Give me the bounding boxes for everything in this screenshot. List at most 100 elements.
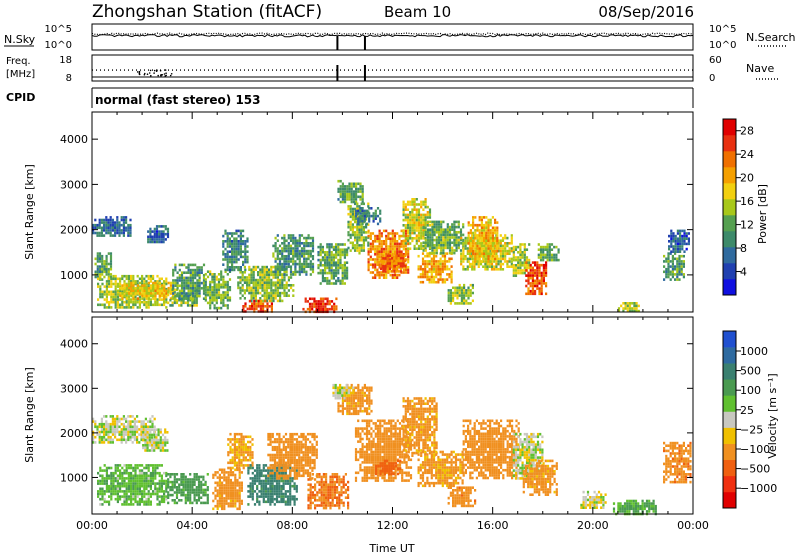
- heat-cell: [411, 224, 414, 227]
- heat-cell: [493, 242, 496, 245]
- heat-cell: [158, 484, 161, 488]
- heat-cell: [447, 296, 450, 300]
- heat-cell: [432, 267, 436, 271]
- heat-cell: [229, 497, 232, 500]
- heat-cell: [204, 488, 207, 492]
- heat-cell: [287, 276, 290, 279]
- heat-cell: [311, 239, 315, 242]
- heat-cell: [429, 220, 432, 224]
- heat-cell: [435, 220, 438, 224]
- heat-cell: [206, 288, 210, 292]
- heat-cell: [109, 221, 112, 224]
- heat-cell: [105, 433, 108, 436]
- heat-cell: [389, 232, 392, 235]
- heat-cell: [359, 198, 362, 201]
- heat-cell: [276, 294, 279, 297]
- heat-cell: [276, 281, 279, 284]
- heat-cell: [232, 502, 235, 505]
- heat-cell: [380, 245, 383, 248]
- heat-cell: [480, 255, 483, 258]
- heat-cell: [223, 473, 226, 477]
- heat-cell: [272, 252, 275, 255]
- heat-cell: [139, 289, 142, 293]
- heat-cell: [163, 284, 166, 287]
- heat-cell: [442, 241, 445, 244]
- heat-cell: [235, 229, 238, 233]
- heat-cell: [107, 273, 110, 276]
- heat-cell: [159, 446, 162, 450]
- heat-cell: [667, 267, 670, 271]
- heat-cell: [183, 281, 186, 285]
- heat-cell: [139, 281, 142, 285]
- heat-cell: [435, 246, 438, 250]
- heat-cell: [435, 251, 438, 255]
- heat-cell: [184, 496, 187, 499]
- heat-cell: [252, 276, 255, 279]
- heat-cell: [235, 232, 238, 235]
- heat-cell: [134, 298, 137, 301]
- heat-cell: [152, 474, 155, 478]
- heat-cell: [446, 244, 449, 247]
- heat-cell: [156, 303, 159, 307]
- heat-cell: [140, 435, 143, 439]
- heat-cell: [149, 430, 152, 434]
- heat-cell: [384, 270, 387, 273]
- heat-cell: [426, 241, 430, 244]
- heat-cell: [99, 274, 102, 278]
- heat-cell: [351, 231, 354, 234]
- heat-cell: [103, 425, 106, 429]
- heat-cell: [193, 304, 196, 307]
- heat-cell: [246, 286, 249, 290]
- heat-cell: [160, 464, 163, 467]
- heat-cell: [213, 299, 216, 302]
- heat-cell: [348, 192, 351, 196]
- heat-cell: [303, 252, 306, 255]
- heat-cell: [211, 291, 214, 294]
- heat-cell: [246, 281, 249, 284]
- heat-cell: [519, 258, 522, 262]
- heat-cell: [141, 274, 144, 278]
- heat-cell: [130, 292, 133, 295]
- heat-cell: [227, 461, 230, 465]
- heat-cell: [453, 231, 456, 234]
- heat-cell: [98, 254, 102, 258]
- heat-cell: [346, 269, 349, 272]
- heat-cell: [110, 466, 113, 470]
- heat-cell: [663, 278, 666, 281]
- heat-cell: [443, 280, 447, 284]
- heat-cell: [149, 495, 152, 498]
- heat-cell: [676, 257, 679, 261]
- heat-cell: [143, 466, 146, 470]
- heat-cell: [536, 261, 539, 264]
- heat-cell: [514, 256, 518, 259]
- heat-cell: [224, 291, 227, 294]
- heat-cell: [105, 290, 108, 294]
- heat-cell: [368, 217, 371, 220]
- heat-cell: [289, 244, 293, 248]
- heat-cell: [378, 247, 381, 251]
- heat-cell: [451, 236, 454, 239]
- heat-cell: [98, 257, 102, 261]
- heat-cell: [217, 291, 221, 294]
- heat-cell: [335, 248, 338, 251]
- heat-cell: [332, 271, 335, 275]
- heat-cell: [419, 273, 422, 276]
- heat-cell: [185, 292, 188, 295]
- heat-cell: [351, 246, 354, 250]
- heat-cell: [243, 278, 246, 282]
- heat-cell: [125, 497, 128, 501]
- heat-cell: [469, 255, 472, 258]
- heat-cell: [163, 479, 166, 483]
- heat-cell: [239, 281, 242, 284]
- heat-cell: [194, 287, 197, 290]
- heat-cell: [365, 212, 369, 215]
- heat-cell: [466, 239, 469, 242]
- heat-cell: [105, 282, 108, 286]
- heat-cell: [116, 477, 119, 480]
- heat-cell: [226, 237, 229, 240]
- heat-cell: [147, 425, 150, 429]
- heat-cell: [432, 254, 436, 258]
- heat-cell: [105, 425, 108, 429]
- heat-cell: [553, 258, 556, 262]
- heat-cell: [241, 294, 244, 297]
